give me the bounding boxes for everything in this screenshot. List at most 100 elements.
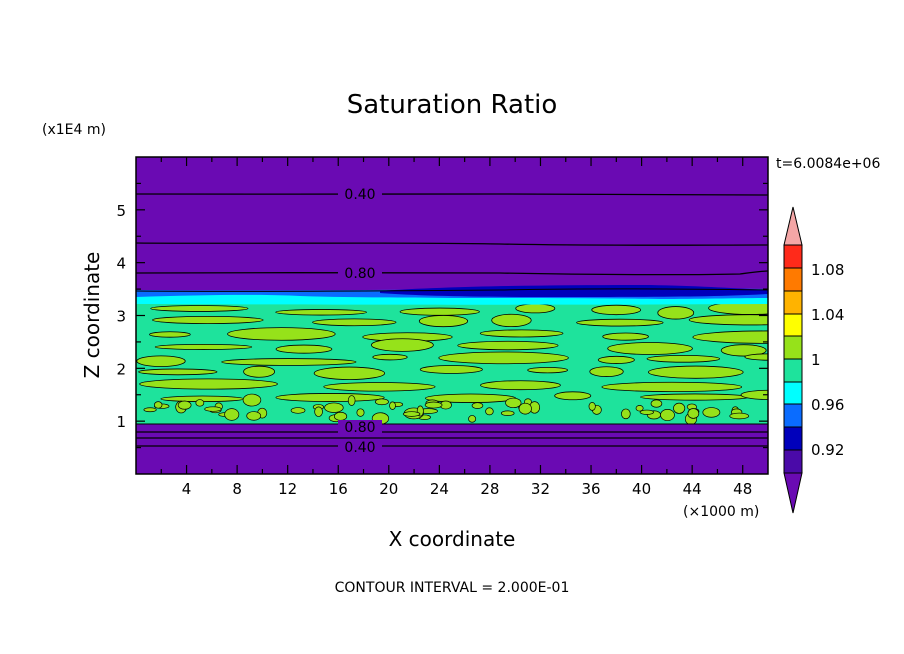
colorbar-band-0-94 — [783, 403, 803, 428]
contour-label-upper-0-40: 0.40 — [344, 187, 375, 203]
supersaturated-patch — [418, 315, 469, 328]
y-tick-label: 2 — [116, 360, 126, 378]
x-tick-label: 44 — [683, 480, 702, 498]
colorbar-band-1-02 — [783, 313, 803, 337]
supersaturated-speckle — [324, 402, 344, 413]
supersaturated-speckle — [660, 409, 675, 422]
contour-label-bg — [338, 264, 382, 281]
supersaturated-patch — [221, 358, 357, 366]
supersaturated-patch — [740, 389, 768, 400]
supersaturated-patch — [744, 353, 768, 361]
inversion-darkblue-band — [380, 285, 768, 297]
contour-line-inversion — [136, 288, 768, 292]
supersaturated-patch — [425, 393, 517, 403]
supersaturated-speckle — [402, 411, 421, 417]
supersaturated-speckle — [687, 408, 700, 419]
supersaturated-patch — [275, 344, 333, 354]
supersaturated-speckle — [639, 409, 654, 415]
supersaturated-speckle — [500, 410, 515, 416]
supersaturated-speckle — [347, 395, 356, 406]
contour-label-upper-0-80: 0.80 — [344, 266, 375, 282]
supersaturated-speckle — [621, 408, 631, 420]
supersaturated-patch — [275, 393, 385, 402]
x-tick-label: 24 — [430, 480, 449, 498]
supersaturated-patch — [152, 315, 264, 325]
supersaturated-speckle — [729, 412, 750, 420]
supersaturated-patch — [136, 355, 186, 367]
supersaturated-patch — [138, 368, 218, 376]
supersaturated-patch — [601, 381, 743, 393]
colorbar-under-triangle — [783, 472, 803, 514]
supersaturated-patch — [479, 329, 564, 338]
supersaturated-patch — [591, 304, 642, 316]
y-scale-note: (x1E4 m) — [42, 122, 106, 138]
supersaturated-speckle — [673, 402, 686, 414]
y-tick-label: 5 — [116, 202, 126, 220]
colorbar-label: 1 — [811, 351, 821, 369]
supersaturated-patch — [227, 327, 336, 341]
supersaturated-patch — [399, 307, 480, 316]
supersaturated-speckle — [374, 398, 389, 406]
x-tick-label: 12 — [278, 480, 297, 498]
supersaturated-speckle — [177, 400, 192, 410]
contour-interval-footer: CONTOUR INTERVAL = 2.000E-01 — [335, 580, 570, 596]
colorbar-over-triangle — [783, 206, 803, 246]
supersaturated-speckle — [468, 415, 477, 423]
x-axis-label: X coordinate — [389, 527, 516, 551]
colorbar-label: 0.92 — [811, 441, 844, 459]
supersaturated-speckle — [224, 408, 240, 421]
colorbar-band-1-00 — [783, 335, 803, 360]
colorbar-band-1-06 — [783, 267, 803, 292]
colorbar-band-1-04 — [783, 290, 803, 315]
y-tick-label: 1 — [116, 413, 126, 431]
supersaturated-patch — [154, 343, 253, 350]
x-axis-ticks: 4 8 12 16 20 24 28 32 36 40 44 48 — [160, 157, 752, 498]
contour-label-lower-0-40: 0.40 — [344, 440, 375, 456]
colorbar-band-0-98 — [783, 358, 803, 383]
plot-area — [136, 157, 768, 474]
colorbar-label: 1.04 — [811, 306, 844, 324]
colorbar-band-1-08 — [783, 244, 803, 269]
colorbar: 1.08 1.04 1 0.96 0.92 — [783, 206, 844, 514]
supersaturated-patch — [554, 391, 592, 401]
supersaturated-patch — [480, 380, 561, 391]
supersaturated-speckle — [471, 402, 484, 409]
supersaturated-patch — [457, 340, 559, 351]
contour-line-upper-0-60 — [136, 242, 768, 246]
supersaturated-patch — [589, 366, 624, 377]
x-tick-label: 16 — [329, 480, 348, 498]
y-tick-label: 3 — [116, 308, 126, 326]
x-tick-label: 4 — [182, 480, 192, 498]
x-scale-note: (×1000 m) — [683, 504, 759, 520]
contour-line-upper-0-80 — [136, 270, 768, 276]
y-axis-label: Z coordinate — [80, 252, 104, 379]
supersaturated-patch — [515, 303, 556, 314]
supersaturated-patch — [640, 393, 750, 401]
contour-label-bg — [338, 420, 382, 435]
supersaturated-speckle — [518, 402, 532, 415]
supersaturated-speckle — [485, 407, 494, 416]
supersaturated-speckle — [314, 406, 323, 417]
supersaturated-patch — [149, 331, 191, 338]
supersaturated-patch — [419, 365, 483, 374]
supersaturated-speckle — [204, 406, 222, 412]
supersaturated-patch — [150, 305, 249, 312]
x-tick-label: 28 — [480, 480, 499, 498]
supersaturated-patch — [139, 378, 278, 390]
supersaturated-patch — [313, 366, 386, 380]
supersaturated-patch — [692, 330, 768, 344]
x-tick-label: 32 — [531, 480, 550, 498]
supersaturated-patch — [597, 355, 635, 364]
chart-title: Saturation Ratio — [347, 90, 558, 120]
supersaturated-speckle — [650, 399, 663, 408]
colorbar-band-0-92 — [783, 426, 803, 451]
supersaturated-patch — [323, 382, 436, 392]
contour-label-bg — [338, 439, 382, 455]
supersaturated-speckle — [356, 408, 365, 417]
supersaturated-speckle — [588, 402, 596, 411]
contour-label-bg — [338, 185, 382, 202]
supersaturated-patch — [657, 306, 695, 320]
supersaturated-speckle — [635, 405, 644, 412]
colorbar-band-0-96 — [783, 381, 803, 405]
